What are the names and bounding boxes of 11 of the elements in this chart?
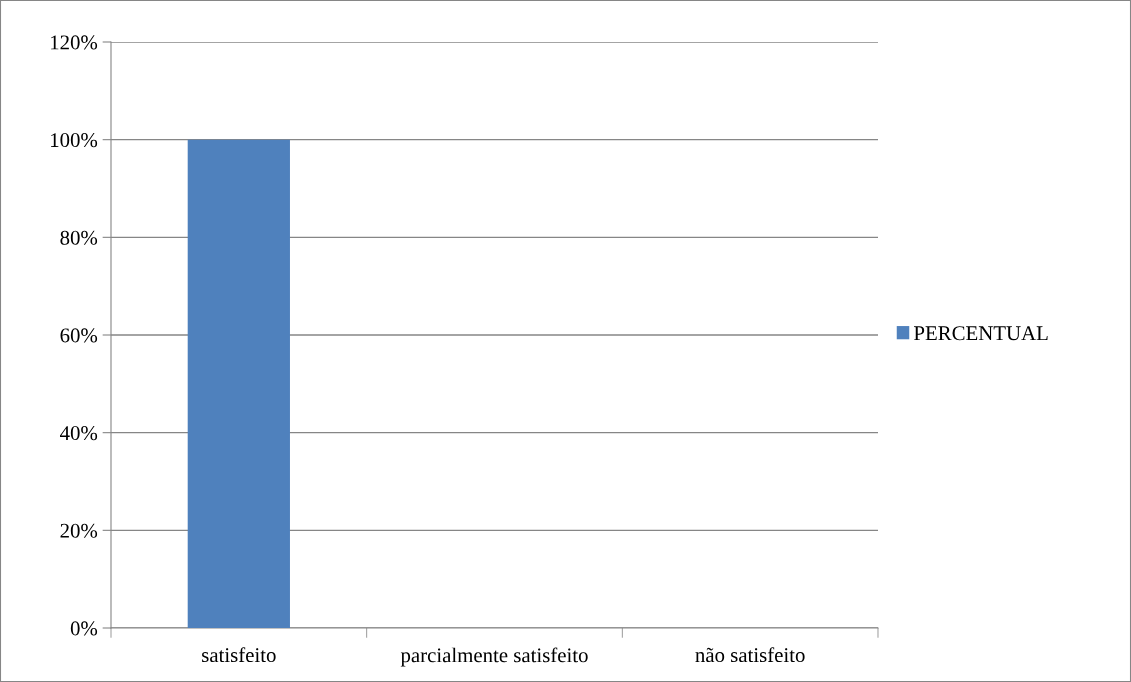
y-tick-label: 80% (60, 230, 98, 245)
x-tick-label: não satisfeito (695, 647, 805, 663)
x-tick-label: parcialmente satisfeito (400, 647, 588, 667)
y-tick-label: 60% (60, 328, 98, 343)
y-tick-label: 100% (51, 133, 98, 148)
legend-label: PERCENTUAL (914, 326, 1048, 341)
y-tick-label: 40% (60, 426, 98, 441)
y-tick-label: 120% (51, 35, 98, 50)
y-tick-label: 0% (70, 621, 98, 636)
x-tick-label: satisfeito (202, 647, 276, 663)
y-tick-label: 20% (60, 523, 98, 538)
